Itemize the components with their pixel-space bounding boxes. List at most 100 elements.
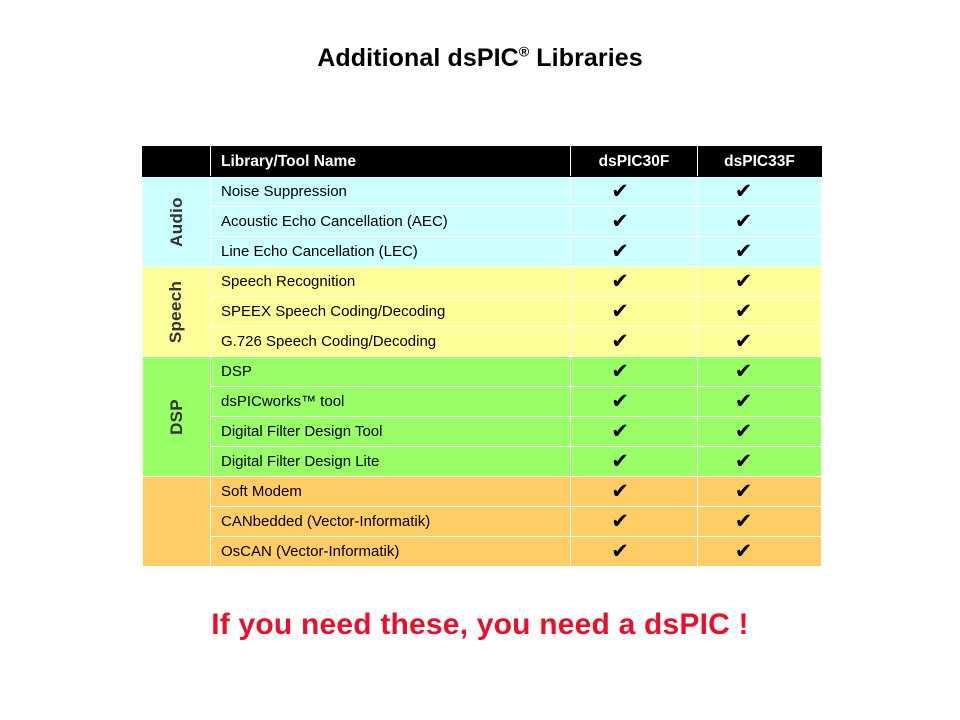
library-tool-name-cell: Digital Filter Design Lite [210, 446, 571, 477]
category-label-text: Audio [166, 196, 186, 247]
table-row: CANbedded (Vector-Informatik) ✔ ✔ [143, 506, 822, 537]
page-title-suffix: Libraries [529, 44, 643, 72]
library-tool-name-cell: OsCAN (Vector-Informatik) [210, 536, 571, 567]
libraries-table: Library/Tool Name dsPIC30F dsPIC33F Audi… [142, 146, 822, 567]
check-icon: ✔ [734, 389, 753, 413]
dspic33f-support-cell: ✔ [697, 266, 822, 297]
dspic30f-support-cell: ✔ [570, 386, 698, 417]
dspic33f-support-cell: ✔ [697, 176, 822, 207]
dspic30f-support-cell: ✔ [570, 536, 698, 567]
library-tool-name-cell: Noise Suppression [210, 176, 571, 207]
category-label-rotated [143, 477, 210, 566]
table-row: Digital Filter Design Lite ✔ ✔ [143, 446, 822, 477]
check-icon: ✔ [611, 239, 629, 263]
dspic33f-support-cell: ✔ [697, 416, 822, 447]
check-icon: ✔ [734, 329, 753, 353]
category-cell-unlabeled [142, 476, 211, 567]
check-icon: ✔ [611, 269, 629, 293]
library-tool-name-cell: Digital Filter Design Tool [210, 416, 571, 447]
column-header-library-tool-name: Library/Tool Name [210, 146, 571, 177]
check-icon: ✔ [734, 179, 753, 203]
check-icon: ✔ [734, 299, 753, 323]
dspic30f-support-cell: ✔ [570, 356, 698, 387]
page-title: Additional dsPIC® Libraries [0, 44, 960, 73]
dspic30f-support-cell: ✔ [570, 476, 698, 507]
library-tool-name-cell: CANbedded (Vector-Informatik) [210, 506, 571, 537]
check-icon: ✔ [734, 539, 753, 563]
dspic30f-support-cell: ✔ [570, 416, 698, 447]
check-icon: ✔ [734, 419, 753, 443]
category-label-rotated: DSP [143, 357, 210, 476]
check-icon: ✔ [734, 359, 753, 383]
category-label-rotated: Audio [143, 177, 210, 266]
check-icon: ✔ [611, 359, 629, 383]
table-row: Line Echo Cancellation (LEC) ✔ ✔ [143, 236, 822, 267]
check-icon: ✔ [611, 539, 629, 563]
dspic33f-support-cell: ✔ [697, 506, 822, 537]
check-icon: ✔ [611, 179, 629, 203]
category-label-rotated: Speech [143, 267, 210, 356]
column-header-dspic30f: dsPIC30F [570, 146, 698, 177]
dspic30f-support-cell: ✔ [570, 206, 698, 237]
check-icon: ✔ [611, 329, 629, 353]
library-tool-name-cell: G.726 Speech Coding/Decoding [210, 326, 571, 357]
check-icon: ✔ [734, 509, 753, 533]
dspic33f-support-cell: ✔ [697, 476, 822, 507]
table-row: Speech Speech Recognition ✔ ✔ [142, 266, 822, 357]
check-icon: ✔ [734, 209, 753, 233]
check-icon: ✔ [611, 449, 629, 473]
dspic30f-support-cell: ✔ [570, 296, 698, 327]
table-header-row: Library/Tool Name dsPIC30F dsPIC33F [142, 146, 822, 177]
category-cell-dsp: DSP [142, 356, 211, 477]
library-tool-name-cell: Soft Modem [210, 476, 571, 507]
library-tool-name-cell: dsPICworks™ tool [210, 386, 571, 417]
check-icon: ✔ [611, 419, 629, 443]
dspic30f-support-cell: ✔ [570, 176, 698, 207]
check-icon: ✔ [611, 389, 629, 413]
table-row: Acoustic Echo Cancellation (AEC) ✔ ✔ [143, 206, 822, 237]
category-cell-speech: Speech [142, 266, 211, 357]
check-icon: ✔ [611, 479, 629, 503]
dspic33f-support-cell: ✔ [697, 296, 822, 327]
dspic33f-support-cell: ✔ [697, 326, 822, 357]
dspic30f-support-cell: ✔ [570, 266, 698, 297]
library-tool-name-cell: Line Echo Cancellation (LEC) [210, 236, 571, 267]
check-icon: ✔ [611, 299, 629, 323]
libraries-table-container: Library/Tool Name dsPIC30F dsPIC33F Audi… [142, 146, 822, 567]
tagline-text: If you need these, you need a dsPIC ! [211, 608, 749, 641]
category-cell-audio: Audio [142, 176, 211, 267]
table-header: Library/Tool Name dsPIC30F dsPIC33F [142, 146, 822, 177]
dspic33f-support-cell: ✔ [697, 386, 822, 417]
dspic33f-support-cell: ✔ [697, 446, 822, 477]
dspic33f-support-cell: ✔ [697, 236, 822, 267]
library-tool-name-cell: SPEEX Speech Coding/Decoding [210, 296, 571, 327]
table-body: Audio Noise Suppression ✔ ✔ Acoustic Echo Ca… [142, 176, 822, 567]
library-tool-name-cell: Acoustic Echo Cancellation (AEC) [210, 206, 571, 237]
registered-trademark-icon: ® [518, 43, 530, 60]
dspic33f-support-cell: ✔ [697, 206, 822, 237]
table-row: Soft Modem ✔ ✔ [142, 476, 822, 567]
table-row: dsPICworks™ tool ✔ ✔ [143, 386, 822, 417]
table-row: DSP DSP ✔ ✔ [142, 356, 822, 477]
dspic33f-support-cell: ✔ [697, 536, 822, 567]
column-header-dspic33f: dsPIC33F [697, 146, 822, 177]
dspic30f-support-cell: ✔ [570, 236, 698, 267]
column-header-category [142, 146, 211, 177]
library-tool-name-cell: DSP [210, 356, 571, 387]
check-icon: ✔ [734, 239, 753, 263]
dspic30f-support-cell: ✔ [570, 326, 698, 357]
dspic30f-support-cell: ✔ [570, 506, 698, 537]
table-row: Digital Filter Design Tool ✔ ✔ [143, 416, 822, 447]
table-row: Audio Noise Suppression ✔ ✔ [142, 176, 822, 267]
dspic33f-support-cell: ✔ [697, 356, 822, 387]
check-icon: ✔ [611, 509, 629, 533]
table-row: OsCAN (Vector-Informatik) ✔ ✔ [143, 536, 822, 567]
dspic30f-support-cell: ✔ [570, 446, 698, 477]
table-row: SPEEX Speech Coding/Decoding ✔ ✔ [143, 296, 822, 327]
check-icon: ✔ [611, 209, 629, 233]
check-icon: ✔ [734, 269, 753, 293]
check-icon: ✔ [734, 449, 753, 473]
category-label-text: Speech [166, 280, 186, 343]
library-tool-name-cell: Speech Recognition [210, 266, 571, 297]
